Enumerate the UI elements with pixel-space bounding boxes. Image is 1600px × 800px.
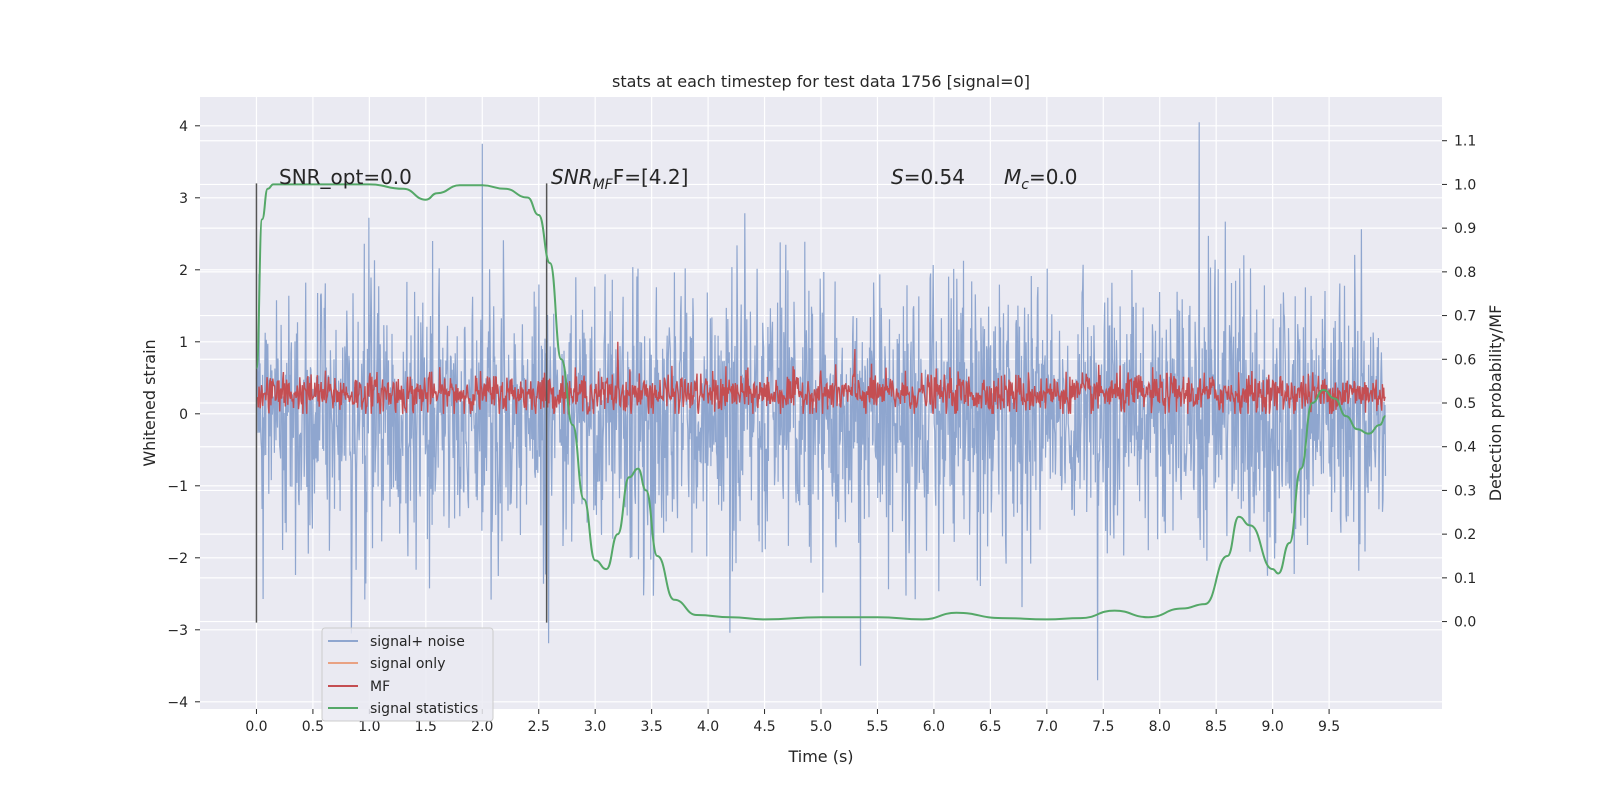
x-tick-label-17: 8.5: [1205, 719, 1227, 735]
annotation-snr-mf: SNRMFF=[4.2]: [551, 165, 688, 193]
x-tick-label-16: 8.0: [1149, 719, 1171, 735]
legend-label-signal-noise: signal+ noise: [370, 634, 465, 650]
y-tick-label-3: 1: [179, 335, 188, 351]
y2-tick-label-5: 0.6: [1454, 352, 1476, 368]
x-tick-label-2: 1.0: [358, 719, 380, 735]
x-tick-label-15: 7.5: [1092, 719, 1114, 735]
annotation-s-main: S: [891, 165, 904, 189]
annotation-snr-opt: SNR_opt=0.0: [279, 165, 412, 189]
x-tick-label-13: 6.5: [979, 719, 1001, 735]
x-tick-label-9: 4.5: [753, 719, 775, 735]
y-tick-label-1: 3: [179, 191, 188, 207]
annotation-s: S=0.54: [891, 165, 965, 189]
y2-tick-label-7: 0.4: [1454, 440, 1476, 456]
legend-box: [321, 627, 494, 722]
series-signal-noise: [255, 122, 1387, 681]
annotation-snr-mf-main: SNR: [551, 165, 593, 189]
x-tick-label-7: 3.5: [641, 719, 663, 735]
x-tick-label-18: 9.0: [1262, 719, 1284, 735]
x-tick-label-4: 2.0: [471, 719, 493, 735]
y2-axis-ticks: 1.1 1.0 0.9 0.8 0.7 0.6 0.5 0.4 0.3 0.2 0.1 0.0: [1442, 134, 1476, 631]
legend-label-signal-statistics: signal statistics: [370, 701, 478, 717]
y2-tick-label-4: 0.7: [1454, 309, 1476, 325]
legend-label-mf: MF: [370, 679, 390, 695]
x-tick-label-0: 0.0: [245, 719, 267, 735]
y-tick-label-5: −1: [167, 479, 188, 495]
y-axis-label: Whitened strain: [140, 339, 159, 466]
y-tick-label-0: 4: [179, 119, 188, 135]
legend-label-signal-only: signal only: [370, 656, 445, 672]
y2-tick-label-2: 0.9: [1454, 221, 1476, 237]
x-tick-label-12: 6.0: [923, 719, 945, 735]
y-tick-label-6: −2: [167, 551, 188, 567]
y-axis-ticks: 4 3 2 1 0 −1 −2 −3 −4: [167, 119, 200, 711]
legend: signal+ noise signal only MF signal stat…: [321, 627, 494, 722]
y2-tick-label-3: 0.8: [1454, 265, 1476, 281]
annotation-s-rest: =0.54: [904, 165, 965, 189]
x-tick-label-11: 5.5: [866, 719, 888, 735]
x-tick-label-14: 7.0: [1036, 719, 1058, 735]
x-tick-label-3: 1.5: [415, 719, 437, 735]
y2-tick-label-10: 0.1: [1454, 571, 1476, 587]
annotation-snr-mf-sub: MF: [593, 177, 614, 193]
annotation-mc-main: M: [1004, 165, 1021, 189]
x-axis-label: Time (s): [787, 747, 853, 766]
y-tick-label-4: 0: [179, 407, 188, 423]
annotation-mc-rest: =0.0: [1029, 165, 1078, 189]
line-mf: [256, 341, 1386, 415]
annotation-mc: Mc=0.0: [1004, 165, 1078, 193]
y-tick-label-2: 2: [179, 263, 188, 279]
x-tick-label-1: 0.5: [302, 719, 324, 735]
y2-tick-label-1: 1.0: [1454, 177, 1476, 193]
line-signal-statistics: [255, 183, 1386, 621]
y2-axis-label: Detection probability/MF: [1486, 305, 1505, 502]
y2-tick-label-6: 0.5: [1454, 396, 1476, 412]
x-tick-label-5: 2.5: [528, 719, 550, 735]
line-signal-noise: [255, 122, 1387, 681]
y2-tick-label-0: 1.1: [1454, 134, 1476, 150]
x-tick-label-10: 5.0: [810, 719, 832, 735]
chart-title: stats at each timestep for test data 175…: [612, 72, 1030, 91]
y2-tick-label-8: 0.3: [1454, 483, 1476, 499]
series-signal-statistics: [255, 183, 1386, 621]
series-mf: [256, 341, 1386, 415]
x-tick-label-8: 4.0: [697, 719, 719, 735]
y2-tick-label-11: 0.0: [1454, 615, 1476, 631]
y-tick-label-8: −4: [167, 695, 188, 711]
x-axis-ticks: 0.0 0.5 1.0 1.5 2.0 2.5 3.0 3.5 4.0 4.5 5.0 5.5 6.0 6…: [245, 709, 1340, 735]
annotation-snr-mf-rest: F=[4.2]: [613, 165, 689, 189]
annotation-mc-sub: c: [1021, 177, 1029, 193]
x-tick-label-19: 9.5: [1318, 719, 1340, 735]
x-tick-label-6: 3.0: [584, 719, 606, 735]
y2-tick-label-9: 0.2: [1454, 527, 1476, 543]
y-tick-label-7: −3: [167, 623, 188, 639]
